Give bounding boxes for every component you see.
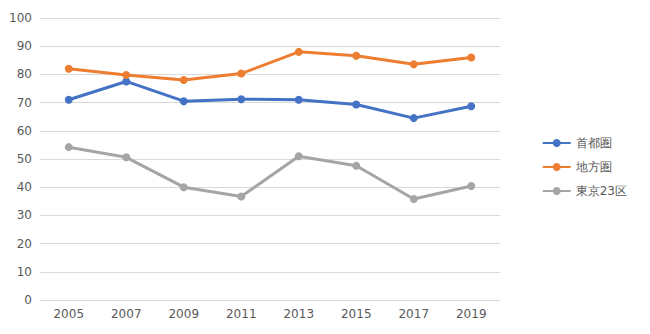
- svg-text:50: 50: [17, 152, 32, 166]
- svg-text:90: 90: [17, 39, 32, 53]
- svg-text:70: 70: [17, 96, 32, 110]
- svg-text:地方圏: 地方圏: [575, 160, 612, 174]
- svg-text:60: 60: [17, 124, 32, 138]
- svg-text:2019: 2019: [456, 307, 487, 321]
- svg-text:40: 40: [17, 180, 32, 194]
- svg-text:首都圏: 首都圏: [576, 136, 612, 150]
- svg-text:2009: 2009: [168, 307, 199, 321]
- svg-text:2013: 2013: [283, 307, 314, 321]
- svg-text:0: 0: [24, 293, 32, 307]
- svg-text:20: 20: [17, 237, 32, 251]
- svg-text:10: 10: [17, 265, 32, 279]
- svg-text:2007: 2007: [111, 307, 142, 321]
- svg-text:2017: 2017: [398, 307, 429, 321]
- svg-text:2005: 2005: [53, 307, 84, 321]
- svg-text:2015: 2015: [341, 307, 372, 321]
- svg-text:30: 30: [17, 208, 32, 222]
- svg-text:東京23区: 東京23区: [576, 184, 627, 198]
- svg-text:2011: 2011: [226, 307, 257, 321]
- svg-text:80: 80: [17, 67, 32, 81]
- svg-text:100: 100: [9, 11, 32, 25]
